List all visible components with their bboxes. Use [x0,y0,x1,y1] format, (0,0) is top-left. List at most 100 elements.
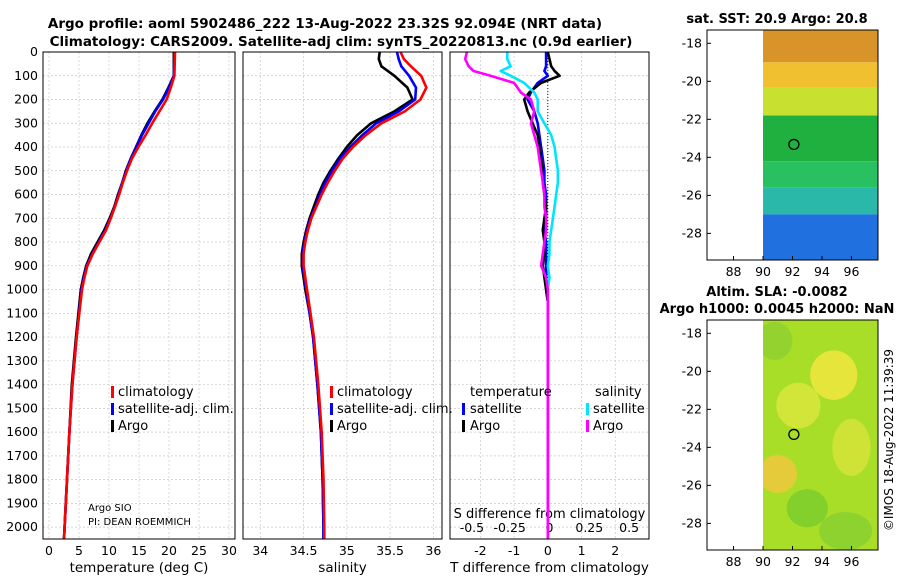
x-tick-label: 1 [578,543,586,558]
sla-map-title-line-2: Argo h1000: 0.0045 h2000: NaN [660,302,895,317]
series-line-climatology [302,51,428,539]
temperature-legend: climatology satellite-adj. clim. Argo [111,385,234,434]
map-x-tick-label: 96 [844,554,860,569]
sla-anomaly-blob [810,350,858,400]
x-tick-label: 2 [611,543,619,558]
map-y-tick-label: -26 [682,477,702,492]
sla-anomaly-blob [763,321,793,360]
difference-panel: -2 -1 0 1 2 -0.5 -0.25 0 0.25 0.5S difference fro… [449,51,650,576]
x-tick-label: 35.5 [376,543,404,558]
depth-tick-label: 0 [30,44,38,59]
legend-label-t-satellite: satellite [470,402,522,417]
depth-tick-label: 500 [14,163,38,178]
difference-legend: temperature salinity satellite Argo sate… [462,385,645,434]
map-y-tick-label: -20 [682,363,702,378]
depth-tick-label: 1600 [6,424,38,439]
plot-area [243,52,442,539]
legend-swatch-t-argo [462,420,465,432]
credit-line-2: PI: DEAN ROEMMICH [88,517,191,528]
legend-label-argo: Argo [337,419,367,434]
x-tick-label: 15 [131,543,147,558]
sst-band [763,161,878,188]
map-y-tick-label: -28 [682,225,702,240]
map-y-tick-label: -24 [682,149,702,164]
sst-band [763,214,878,260]
sst-map-title: sat. SST: 20.9 Argo: 20.8 [686,12,867,27]
map-x-tick-label: 94 [814,264,830,279]
sst-band [763,30,878,63]
map-y-tick-label: -22 [682,111,702,126]
legend-label-argo: Argo [118,419,148,434]
map-x-tick-label: 96 [844,264,860,279]
legend-label-s-satellite: satellite [593,402,645,417]
s-tick-label: 0.5 [619,520,639,535]
x-tick-label: 0 [45,543,53,558]
series-line-salinity-argo [463,51,550,539]
sla-map-title-line-1: Altim. SLA: -0.0082 [706,285,847,300]
legend-label-satellite: satellite-adj. clim. [337,402,453,417]
x-axis-label-top: S difference from climatology [454,507,646,522]
map-y-tick-label: -28 [682,515,702,530]
map-x-tick-label: 90 [755,554,771,569]
series-line-climatology [62,51,177,540]
map-y-tick-label: -22 [682,401,702,416]
axes-frame [449,51,650,540]
salinity-panel: 34 34.5 35 35.5 36 salinity [242,51,443,576]
x-tick-label: 34 [252,543,268,558]
map-y-tick-label: -26 [682,187,702,202]
map-x-tick-label: 92 [785,554,801,569]
legend-label-s-argo: Argo [593,419,623,434]
depth-tick-label: 1500 [6,400,38,415]
salinity-legend: climatology satellite-adj. clim. Argo [330,385,453,434]
legend-swatch-argo [111,420,114,432]
map-y-tick-label: -20 [682,73,702,88]
map-frame [706,29,879,261]
sla-map-panel: 88 90 92 94 96 -18 -20 -22 -24 -26 -28 [682,319,879,569]
s-tick-label: -0.5 [460,520,484,535]
depth-tick-label: 1700 [6,448,38,463]
x-axis-label: temperature (deg C) [70,560,209,576]
argo-position-marker [788,138,800,151]
credit-line-1: Argo SIO [88,503,132,514]
sst-map-panel: 88 90 92 94 96 -18 -20 -22 -24 -26 -28 [682,29,879,279]
plot-area [450,52,649,539]
temperature-panel: 0100200300400500600700800900100011001200… [6,44,237,576]
legend-swatch-argo [330,420,333,432]
x-tick-label: 10 [101,543,117,558]
argo-position-marker [788,428,800,441]
sla-anomaly-blob [763,454,797,493]
x-tick-label: 25 [191,543,207,558]
s-tick-label: -0.25 [494,520,526,535]
depth-tick-label: 100 [14,68,38,83]
depth-tick-label: 2000 [6,519,38,534]
legend-swatch-satellite [111,403,114,415]
depth-tick-label: 1200 [6,329,38,344]
map-x-tick-label: 88 [726,554,742,569]
depth-tick-label: 1000 [6,282,38,297]
x-tick-label: -2 [474,543,486,558]
x-tick-label: 34.5 [290,543,318,558]
depth-tick-label: 300 [14,115,38,130]
legend-swatch-climatology [330,386,333,398]
depth-tick-label: 700 [14,210,38,225]
legend-swatch-s-argo [586,420,589,432]
s-tick-label: 0.25 [575,520,603,535]
sst-band [763,115,878,162]
map-frame [706,319,879,551]
map-y-tick-label: -18 [682,325,702,340]
depth-tick-label: 400 [14,139,38,154]
x-tick-label: 30 [221,543,237,558]
map-x-tick-label: 88 [726,264,742,279]
legend-head-salinity: salinity [595,385,642,400]
legend-head-temperature: temperature [470,385,552,400]
legend-swatch-satellite [330,403,333,415]
map-x-tick-label: 94 [814,554,830,569]
x-tick-label: 35 [339,543,355,558]
x-axis-label: salinity [318,560,366,576]
title-line-1: Argo profile: aoml 5902486_222 13-Aug-20… [48,16,602,32]
depth-tick-label: 1400 [6,377,38,392]
sst-band [763,62,878,88]
legend-label-t-argo: Argo [470,419,500,434]
depth-tick-label: 1800 [6,472,38,487]
